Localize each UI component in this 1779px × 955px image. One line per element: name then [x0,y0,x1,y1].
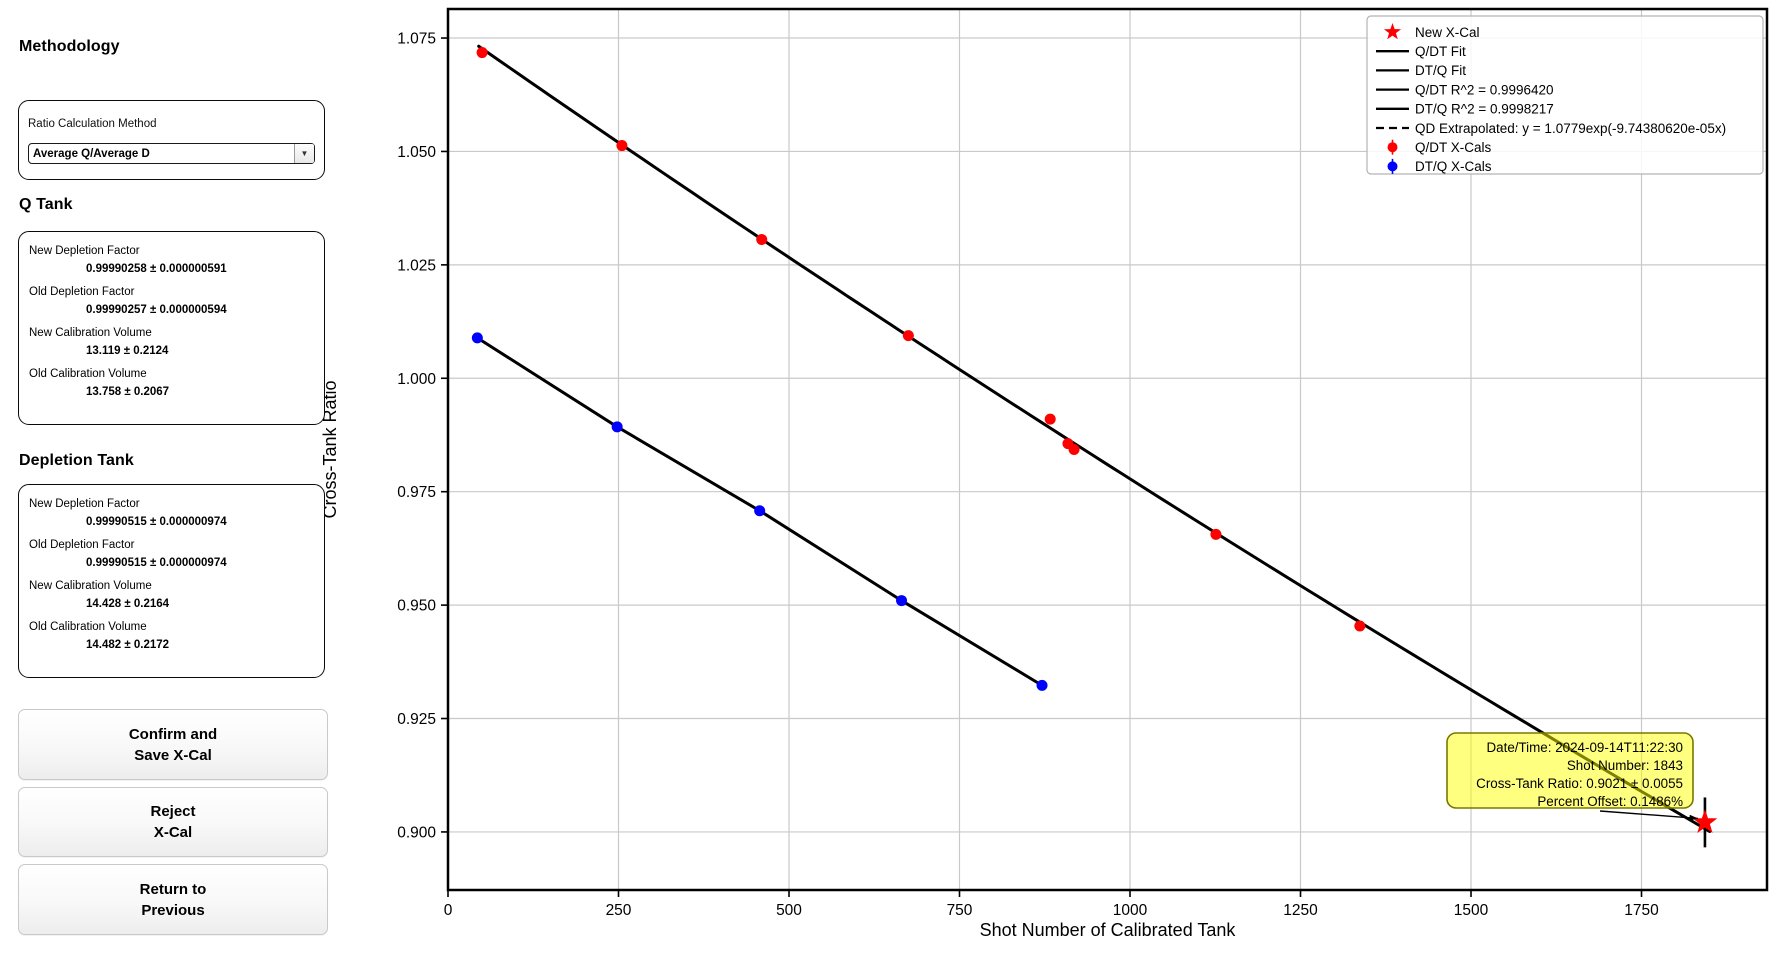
chevron-down-icon[interactable]: ▼ [294,144,314,163]
ratio-method-label: Ratio Calculation Method [28,118,157,130]
q-tank-field: Old Depletion Factor 0.99990257 ± 0.0000… [19,281,324,322]
button-line: Confirm and [128,725,218,743]
y-tick-label: 0.975 [397,484,436,501]
depletion-tank-field: New Calibration Volume 14.428 ± 0.2164 [19,575,324,616]
button-line: Reject [150,803,196,820]
y-tick-label: 1.025 [397,257,436,274]
axis-ticks: 0 250 500 750 1000 1250 1500 1750 0.900 0.925 0.95… [397,31,1659,919]
y-axis-label: Cross-Tank Ratio [320,380,340,518]
depletion-tank-field: Old Calibration Volume 14.482 ± 0.2172 [19,616,324,657]
x-tick-label: 500 [776,902,802,919]
dtq-xcal-point[interactable] [754,505,766,517]
dtq-xcal-points [471,332,1048,691]
depletion-tank-field: New Depletion Factor 0.99990515 ± 0.0000… [19,493,324,534]
tooltip-line: Shot Number: 1843 [1567,758,1683,773]
x-tick-label: 750 [947,902,973,919]
field-value: 14.482 ± 0.2172 [86,639,170,651]
legend-label: Q/DT R^2 = 0.9996420 [1415,82,1554,97]
field-label: Old Calibration Volume [29,368,147,380]
field-label: New Calibration Volume [29,580,152,592]
x-tick-label: 1500 [1454,902,1489,919]
qdt-xcal-point[interactable] [616,140,628,152]
field-value: 0.99990515 ± 0.000000974 [86,516,227,528]
x-tick-label: 1000 [1113,902,1148,919]
y-tick-label: 0.925 [397,711,436,728]
qdt-xcal-point[interactable] [902,330,914,342]
q-tank-panel: New Depletion Factor 0.99990258 ± 0.0000… [18,231,325,425]
x-tick-label: 0 [444,902,453,919]
qdt-fit-line [477,44,1712,833]
ratio-method-value: Average Q/Average D [33,147,150,160]
depletion-tank-panel: New Depletion Factor 0.99990515 ± 0.0000… [18,484,325,678]
qdt-xcal-points [476,47,1366,632]
xcal-tooltip: Date/Time: 2024-09-14T11:22:30 Shot Numbe… [1446,732,1698,821]
dtq-xcal-point[interactable] [471,332,483,344]
field-value: 0.99990257 ± 0.000000594 [86,304,227,316]
y-tick-label: 0.950 [397,598,436,615]
field-label: Old Calibration Volume [29,621,147,633]
legend-label: DT/Q R^2 = 0.9998217 [1415,102,1554,117]
dtq-xcal-point[interactable] [611,421,623,433]
legend-label: Q/DT X-Cals [1415,140,1492,155]
field-value: 0.99990515 ± 0.000000974 [86,557,227,569]
x-tick-label: 1750 [1624,902,1659,919]
y-tick-label: 1.075 [397,31,436,48]
qdt-xcal-point[interactable] [1354,620,1366,632]
qdt-xcal-point[interactable] [1210,528,1222,540]
qdt-xcal-point[interactable] [476,47,488,59]
x-axis-label: Shot Number of Calibrated Tank [980,920,1237,940]
q-tank-field: Old Calibration Volume 13.758 ± 0.2067 [19,363,324,404]
q-tank-field: New Calibration Volume 13.119 ± 0.2124 [19,322,324,363]
y-tick-label: 1.050 [397,144,436,161]
legend-label: Q/DT Fit [1415,44,1466,59]
x-tick-label: 1250 [1283,902,1318,919]
return-previous-button[interactable]: Return to Previous [18,864,328,935]
q-tank-heading: Q Tank [19,196,73,213]
x-tick-label: 250 [606,902,632,919]
y-tick-label: 1.000 [397,371,436,388]
new-xcal-marker[interactable] [1692,797,1718,848]
button-line: Save X-Cal [134,746,212,764]
ratio-method-panel: Ratio Calculation Method Average Q/Avera… [18,100,325,180]
field-label: Old Depletion Factor [29,286,135,298]
field-label: New Depletion Factor [29,245,140,257]
depletion-tank-heading: Depletion Tank [19,452,134,469]
button-line: X-Cal [153,824,193,841]
field-value: 13.119 ± 0.2124 [86,345,169,357]
field-value: 0.99990258 ± 0.000000591 [86,263,227,275]
field-label: New Depletion Factor [29,498,140,510]
plot-border [446,7,1769,892]
field-value: 13.758 ± 0.2067 [86,386,170,398]
gridlines [447,9,1767,890]
tooltip-line: Date/Time: 2024-09-14T11:22:30 [1486,740,1683,755]
sidebar: Methodology Ratio Calculation Method Ave… [0,0,348,955]
ratio-method-select[interactable]: Average Q/Average D ▼ [28,143,315,164]
q-tank-field: New Depletion Factor 0.99990258 ± 0.0000… [19,240,324,281]
confirm-save-xcal-button[interactable]: Confirm and Save X-Cal [18,709,328,780]
tooltip-line: Percent Offset: 0.1486% [1537,794,1683,809]
y-tick-label: 0.900 [397,824,436,841]
legend-label: New X-Cal [1415,25,1480,40]
dtq-xcal-point[interactable] [1036,679,1048,691]
reject-xcal-button[interactable]: Reject X-Cal [18,787,328,857]
dtq-xcal-point[interactable] [896,595,908,607]
field-label: Old Depletion Factor [29,539,135,551]
legend-label: DT/Q X-Cals [1415,159,1492,174]
qdt-xcal-point[interactable] [1044,413,1056,425]
qdt-xcal-point[interactable] [756,233,768,245]
methodology-heading: Methodology [19,38,120,55]
field-label: New Calibration Volume [29,327,152,339]
button-line: Return to [139,880,207,898]
legend-label: QD Extrapolated: y = 1.0779exp(-9.743806… [1415,121,1726,136]
field-value: 14.428 ± 0.2164 [86,598,170,610]
legend-label: DT/Q Fit [1415,63,1466,78]
tooltip-line: Cross-Tank Ratio: 0.9021 ± 0.0055 [1476,776,1683,791]
chart-legend: New X-Cal Q/DT Fit DT/Q Fit Q/DT R^2 = 0.99… [1366,15,1764,175]
button-line: Previous [141,901,205,919]
qdt-xcal-point[interactable] [1068,444,1080,455]
depletion-tank-field: Old Depletion Factor 0.99990515 ± 0.0000… [19,534,324,575]
